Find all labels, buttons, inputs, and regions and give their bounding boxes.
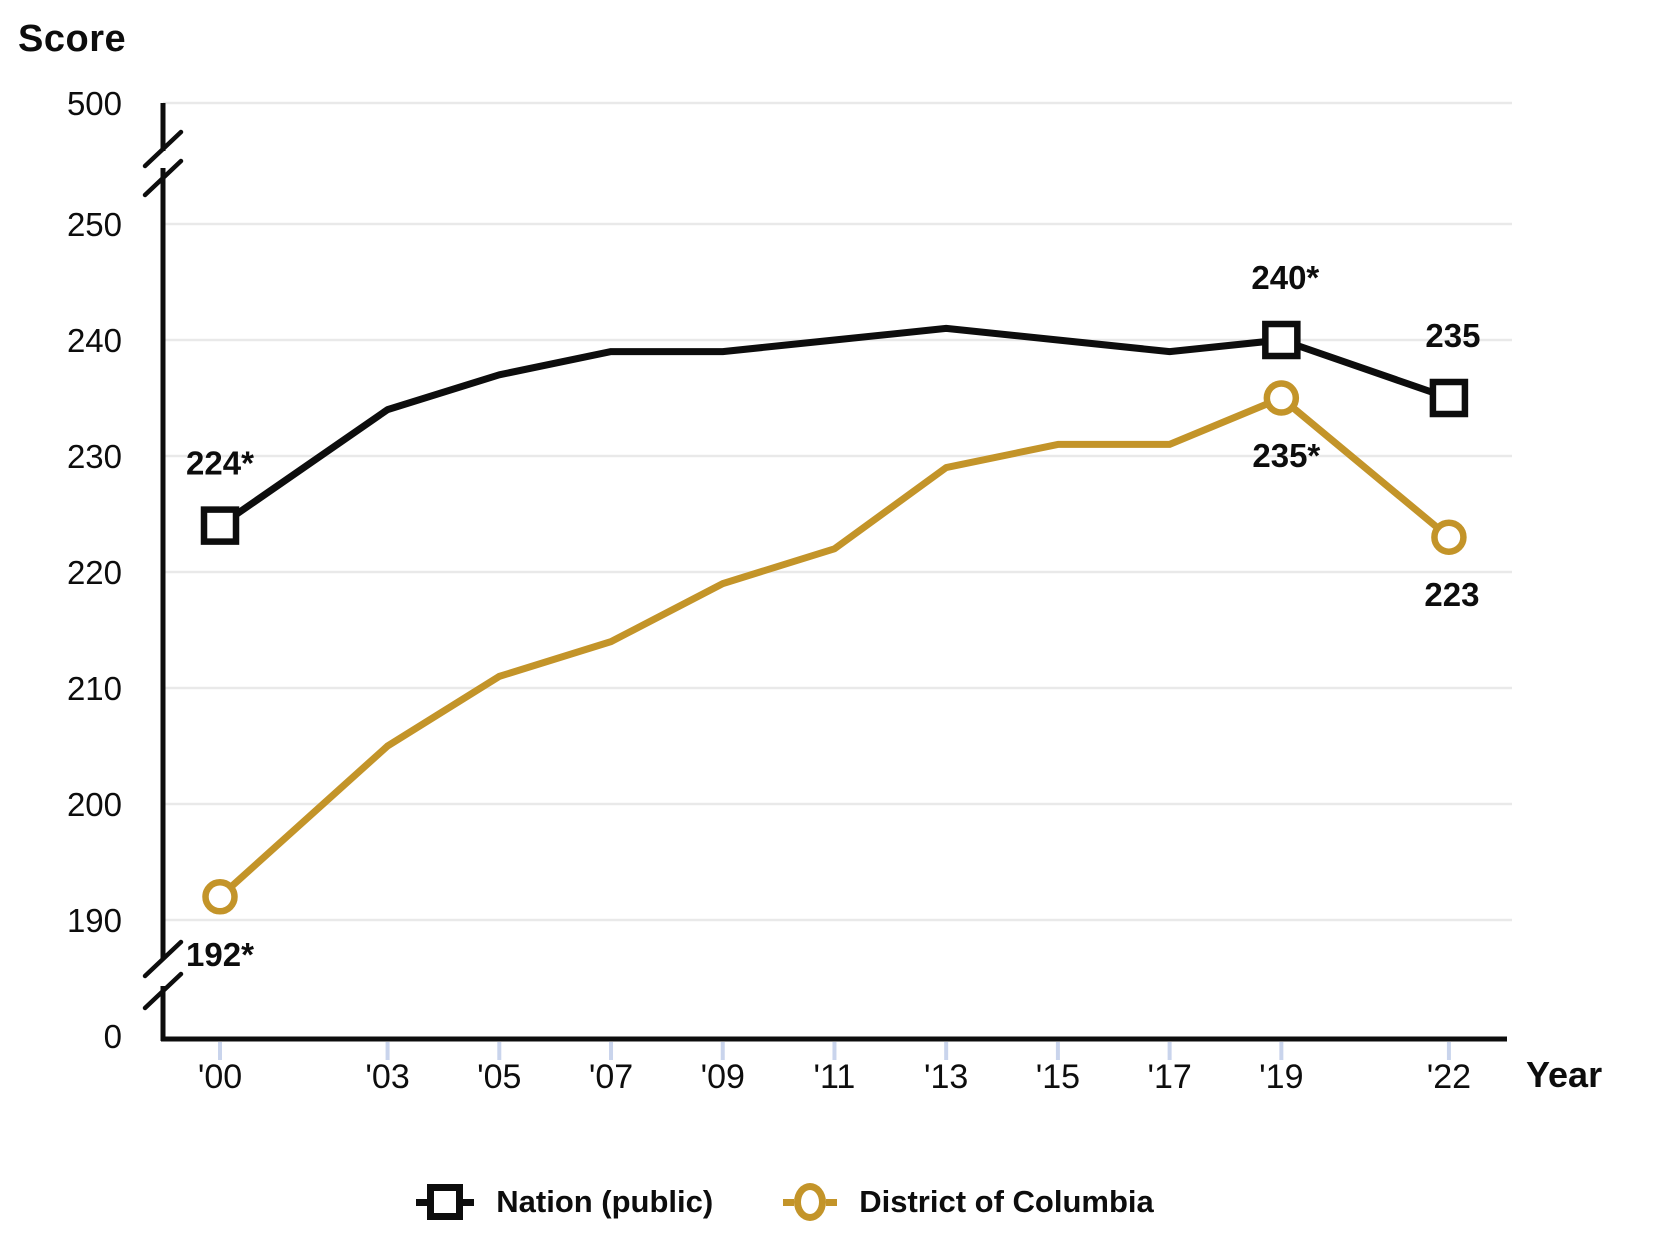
y-tick-label-500: 500 [67,85,122,122]
y-tick-label-250: 250 [67,206,122,243]
y-tick-label-210: 210 [67,670,122,707]
nation-square-marker-icon [416,1184,475,1220]
legend: Nation (public) District of Columbia [0,1172,1625,1232]
point-label-235-sig: 235* [1252,437,1320,474]
district-circle-marker-2019 [1263,380,1300,416]
nation-square-marker-2000 [200,506,240,545]
legend-item-district-of-columbia: District of Columbia [783,1183,1154,1221]
y-tick-label-200: 200 [67,786,122,823]
x-tick-label-'07: '07 [589,1058,633,1096]
point-label-192-sig: 192* [186,936,254,973]
point-label-240-sig: 240* [1251,259,1319,296]
series-line-nation [218,324,1451,529]
x-tick-label-'15: '15 [1036,1058,1080,1096]
point-label-235: 235 [1425,317,1480,354]
legend-label-nation-public: Nation (public) [496,1184,714,1219]
y-tick-label-220: 220 [67,554,122,591]
x-axis-title: Year [1526,1054,1603,1095]
y-axis-title: Score [18,18,127,60]
y-tick-label-0: 0 [104,1018,122,1055]
x-tick-label-'19: '19 [1259,1058,1303,1096]
x-tick-label-'05: '05 [477,1058,521,1096]
x-tick-label-'17: '17 [1147,1058,1191,1096]
legend-label-district-of-columbia: District of Columbia [859,1184,1154,1219]
y-axis-break-slash-1 [142,158,184,198]
point-label-224-sig: 224* [186,445,254,482]
y-axis-break-slash-0 [142,129,184,169]
y-axis-break-slash-3 [142,971,184,1011]
y-tick-label-240: 240 [67,322,122,359]
point-label-223: 223 [1424,576,1479,613]
nation-square-marker-2022 [1429,378,1469,418]
district-circle-marker-2000 [202,879,238,915]
y-tick-label-230: 230 [67,438,122,475]
x-tick-label-'11: '11 [814,1058,856,1096]
x-tick-label-'22: '22 [1427,1058,1471,1096]
district-circle-marker-2022 [1431,519,1467,555]
y-axis-break-slash-2 [142,939,184,979]
district-circle-marker-icon [783,1183,838,1221]
x-tick-label-'00: '00 [198,1058,242,1096]
nation-square-marker-2019 [1262,320,1301,360]
series-line-district [217,394,1452,900]
x-tick-label-'13: '13 [924,1058,968,1096]
x-tick-label-'03: '03 [365,1058,409,1096]
legend-item-nation-public: Nation (public) [416,1184,713,1220]
x-tick-label-'09: '09 [701,1058,745,1096]
y-tick-label-190: 190 [67,902,122,939]
